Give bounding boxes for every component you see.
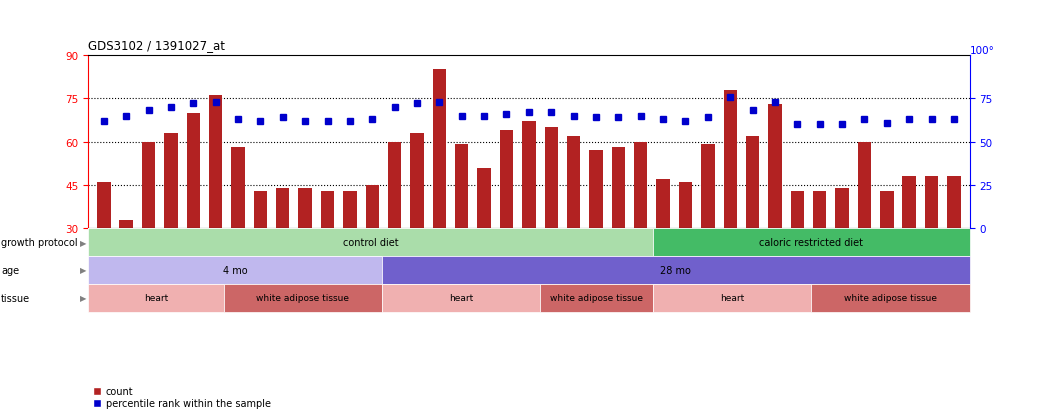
- Bar: [653, 229, 970, 256]
- Bar: [388, 142, 401, 229]
- Bar: [567, 136, 581, 229]
- Text: age: age: [1, 265, 19, 275]
- Bar: [142, 142, 156, 229]
- Bar: [858, 142, 871, 229]
- Text: heart: heart: [144, 294, 168, 302]
- Bar: [768, 105, 782, 229]
- Text: heart: heart: [720, 294, 745, 302]
- Bar: [97, 183, 111, 229]
- Bar: [382, 256, 970, 284]
- Bar: [634, 142, 647, 229]
- Text: heart: heart: [449, 294, 473, 302]
- Bar: [701, 145, 714, 229]
- Bar: [455, 145, 469, 229]
- Bar: [231, 148, 245, 229]
- Bar: [523, 122, 535, 229]
- Bar: [320, 191, 334, 229]
- Bar: [477, 168, 491, 229]
- Bar: [187, 114, 200, 229]
- Text: white adipose tissue: white adipose tissue: [844, 294, 937, 302]
- Bar: [589, 151, 602, 229]
- Bar: [811, 284, 970, 312]
- Bar: [790, 191, 804, 229]
- Bar: [276, 188, 289, 229]
- Bar: [224, 284, 382, 312]
- Text: tissue: tissue: [1, 293, 30, 303]
- Bar: [656, 180, 670, 229]
- Bar: [902, 177, 916, 229]
- Bar: [947, 177, 960, 229]
- Bar: [653, 284, 811, 312]
- Bar: [925, 177, 938, 229]
- Bar: [366, 185, 379, 229]
- Bar: [813, 191, 826, 229]
- Bar: [724, 90, 737, 229]
- Bar: [880, 191, 894, 229]
- Text: ▶: ▶: [80, 294, 86, 302]
- Text: ▶: ▶: [80, 238, 86, 247]
- Text: 28 mo: 28 mo: [661, 265, 692, 275]
- Bar: [500, 131, 513, 229]
- Bar: [679, 183, 692, 229]
- Text: caloric restricted diet: caloric restricted diet: [759, 237, 864, 248]
- Bar: [746, 136, 759, 229]
- Bar: [254, 191, 268, 229]
- Bar: [544, 128, 558, 229]
- Bar: [299, 188, 312, 229]
- Text: ▶: ▶: [80, 266, 86, 275]
- Text: white adipose tissue: white adipose tissue: [256, 294, 349, 302]
- Text: 4 mo: 4 mo: [223, 265, 248, 275]
- Bar: [88, 229, 653, 256]
- Bar: [540, 284, 653, 312]
- Text: white adipose tissue: white adipose tissue: [551, 294, 643, 302]
- Bar: [343, 191, 357, 229]
- Legend: count, percentile rank within the sample: count, percentile rank within the sample: [93, 386, 271, 408]
- Text: control diet: control diet: [343, 237, 398, 248]
- Text: GDS3102 / 1391027_at: GDS3102 / 1391027_at: [88, 39, 225, 52]
- Bar: [612, 148, 625, 229]
- Bar: [88, 256, 382, 284]
- Bar: [382, 284, 540, 312]
- Bar: [432, 70, 446, 229]
- Text: 100°: 100°: [970, 46, 994, 56]
- Text: growth protocol: growth protocol: [1, 237, 78, 248]
- Bar: [88, 284, 224, 312]
- Bar: [164, 134, 177, 229]
- Bar: [836, 188, 849, 229]
- Bar: [208, 96, 222, 229]
- Bar: [119, 220, 133, 229]
- Bar: [411, 134, 424, 229]
